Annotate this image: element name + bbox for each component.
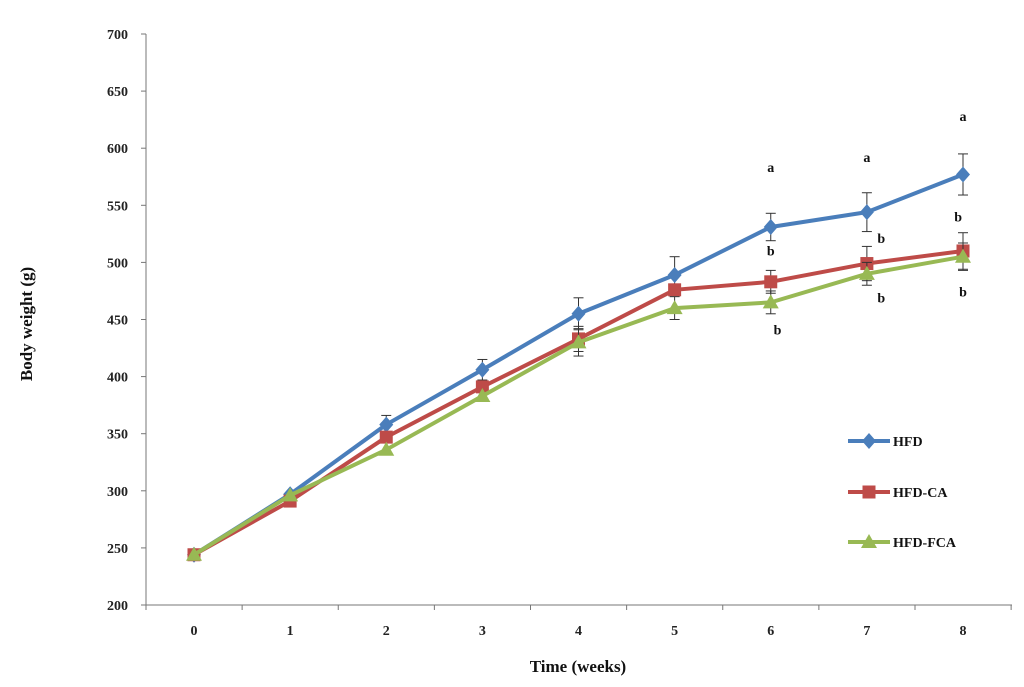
series-line [192,172,964,557]
x-tick-label: 0 [191,624,198,639]
data-point [666,300,683,315]
x-tick-label: 5 [671,624,678,639]
significance-label: b [767,245,775,260]
x-tick-label: 4 [575,624,582,639]
y-tick-label: 450 [107,314,128,329]
data-point [668,283,682,297]
series-line [193,248,964,557]
data-point [667,266,682,283]
legend-label: HFD [893,435,923,450]
significance-label: b [774,323,782,338]
significance-label: a [863,151,870,166]
series-hfd-ca [187,232,970,562]
x-axis-title: Time (weeks) [530,657,626,676]
data-point [955,248,971,263]
significance-label: b [954,210,962,225]
y-axis-title: Body weight (g) [17,267,36,381]
legend-marker [862,485,876,499]
data-point [859,204,874,221]
x-tick-label: 1 [287,624,294,639]
legend-item-hfd-fca: HFD-FCA [848,534,957,551]
series-hfd-fca [186,242,971,561]
x-tick-label: 6 [767,624,774,639]
data-point [956,166,970,183]
series-hfd [187,153,970,563]
significance-label: b [877,291,885,306]
legend-label: HFD-CA [893,486,948,501]
legend-marker [862,433,876,449]
y-tick-label: 300 [107,485,128,500]
data-point [378,441,395,456]
y-tick-label: 400 [107,371,128,386]
data-point [379,430,393,444]
x-tick-label: 8 [960,624,967,639]
legend-item-hfd-ca: HFD-CA [848,485,948,501]
legend-label: HFD-FCA [893,536,957,551]
legend: HFD HFD-CA HFD-FCA [848,433,957,551]
y-tick-label: 500 [107,256,128,271]
data-point [475,380,489,394]
data-point [764,275,778,289]
data-point [475,361,490,378]
x-tick-label: 3 [479,624,486,639]
y-tick-label: 550 [107,199,128,214]
data-point [762,294,779,309]
axis-ticks: 200 250 300 350 400 450 500 550 600 650 700 0 1 2 3 4 5 6… [107,28,1012,639]
x-tick-label: 7 [863,624,870,639]
x-tick-label: 2 [383,624,390,639]
data-point [763,218,778,235]
data-point [186,546,202,561]
y-tick-label: 200 [107,599,128,614]
data-point [474,388,491,403]
y-tick-label: 350 [107,428,128,443]
significance-label: b [877,232,885,247]
legend-marker [861,534,877,548]
significance-label: a [960,110,967,125]
legend-item-hfd: HFD [848,433,923,450]
significance-annotations: a b b a b b a b b [767,110,967,339]
series-layer [186,153,971,563]
data-point [858,265,875,280]
y-tick-label: 650 [107,85,128,100]
data-point [379,416,394,433]
significance-label: b [959,286,967,301]
y-tick-label: 250 [107,542,128,557]
data-point [571,305,586,322]
data-point [282,487,299,502]
y-tick-label: 700 [107,28,128,43]
data-point [570,334,587,349]
significance-label: a [767,161,774,176]
y-tick-label: 600 [107,142,128,157]
